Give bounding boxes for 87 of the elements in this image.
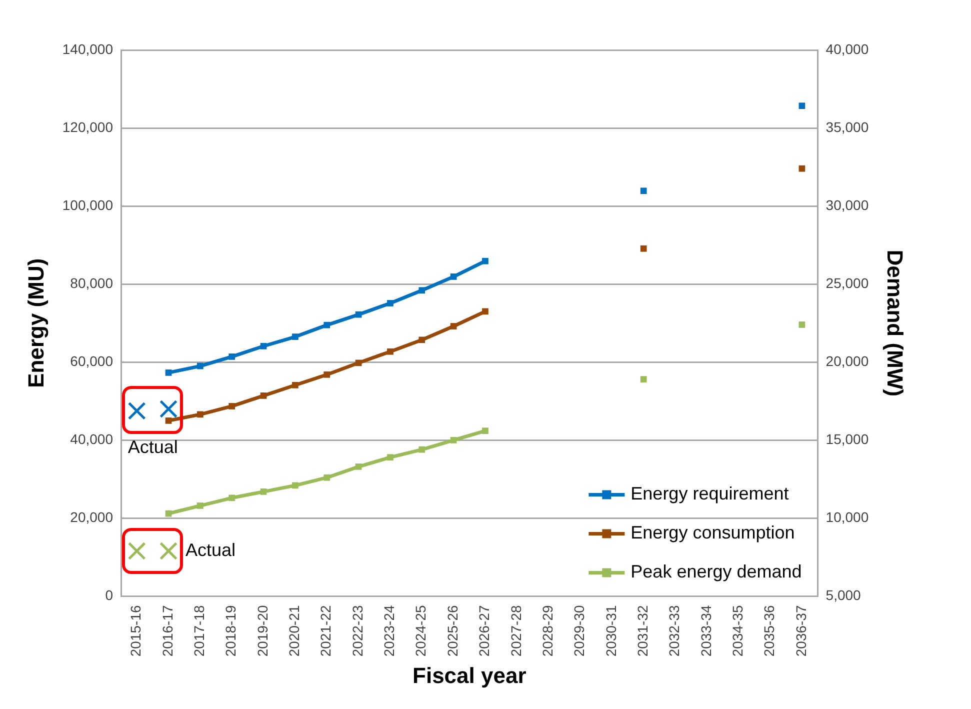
point — [260, 488, 267, 495]
point — [418, 446, 426, 453]
y-tick-label: 120,000 — [62, 118, 114, 135]
point — [387, 300, 394, 306]
x-tick-label: 2026-27 — [476, 605, 492, 657]
point — [197, 411, 204, 418]
legend-label: Energy requirement — [630, 484, 789, 504]
point — [798, 165, 806, 172]
point — [197, 502, 204, 509]
x-tick-label: 2025-26 — [444, 605, 460, 657]
point — [165, 369, 172, 376]
point — [640, 245, 647, 252]
point — [228, 403, 236, 410]
x-tick-label: 2027-28 — [508, 605, 524, 657]
y2-tick-label: 25,000 — [826, 274, 869, 291]
annotation: Actual — [128, 436, 178, 457]
point — [640, 376, 647, 382]
point — [418, 287, 426, 294]
x-axis-title: Fiscal year — [412, 662, 527, 688]
point — [292, 334, 298, 340]
x-tick-label: 2019-20 — [254, 605, 270, 657]
x-tick-label: 2023-24 — [381, 605, 398, 657]
y-tick-label: 100,000 — [62, 196, 114, 213]
y2-tick-label: 30,000 — [826, 196, 869, 213]
x-tick-label: 2024-25 — [412, 605, 429, 657]
x-tick-label: 2032-33 — [666, 605, 682, 657]
point — [450, 436, 457, 444]
x-tick-label: 2028-29 — [539, 605, 556, 657]
point — [228, 353, 236, 360]
y2-tick-label: 10,000 — [826, 509, 869, 526]
y2-tick-label: 5,000 — [826, 587, 862, 604]
point — [159, 400, 178, 418]
x-tick-label: 2022-23 — [349, 605, 366, 657]
annotation: Actual — [186, 540, 236, 560]
point — [387, 348, 394, 355]
point — [128, 402, 146, 420]
y-tick-label: 140,000 — [62, 40, 114, 57]
point — [640, 188, 647, 194]
x-tick-label: 2020-21 — [286, 605, 302, 657]
y-tick-label: 40,000 — [70, 431, 114, 448]
point — [197, 362, 204, 370]
point — [482, 308, 488, 315]
x-tick-label: 2021-22 — [318, 605, 334, 657]
point — [128, 542, 146, 560]
x-tick-label: 2036-37 — [792, 605, 809, 657]
x-tick-label: 2030-31 — [602, 605, 619, 657]
point — [260, 342, 267, 350]
y2-tick-label: 20,000 — [826, 352, 869, 369]
y-tick-label: 0 — [105, 587, 114, 604]
point — [324, 371, 330, 378]
y2-tick-label: 40,000 — [826, 40, 869, 57]
x-tick-label: 2029-30 — [571, 605, 588, 657]
point — [450, 323, 457, 330]
x-tick-label: 2015-16 — [128, 605, 144, 657]
point — [450, 274, 457, 280]
point — [324, 322, 330, 328]
x-tick-label: 2017-18 — [191, 605, 208, 657]
legend-label: Peak energy demand — [630, 562, 802, 582]
y2-axis-title: Demand (MW) — [882, 250, 908, 396]
y-tick-label: 60,000 — [70, 352, 114, 369]
point — [798, 102, 806, 109]
point — [798, 321, 806, 328]
point — [355, 360, 362, 366]
point — [355, 464, 362, 470]
point — [159, 542, 178, 560]
point — [324, 474, 330, 481]
point — [418, 336, 426, 344]
point — [260, 392, 267, 399]
x-tick-label: 2016-17 — [159, 605, 176, 657]
point — [228, 494, 236, 502]
legend-label: Energy consumption — [630, 522, 795, 543]
y-axis-title: Energy (MU) — [23, 258, 48, 388]
y2-tick-label: 15,000 — [826, 431, 869, 448]
x-tick-label: 2018-19 — [222, 605, 239, 657]
y-tick-label: 80,000 — [70, 274, 114, 291]
point — [292, 382, 298, 388]
point — [482, 258, 488, 264]
x-tick-label: 2031-32 — [634, 605, 650, 657]
point — [165, 417, 172, 424]
y2-tick-label: 35,000 — [826, 118, 869, 135]
x-tick-label: 2035-36 — [761, 605, 778, 657]
point — [292, 482, 298, 489]
point — [387, 454, 394, 461]
point — [482, 428, 488, 434]
x-tick-label: 2034-35 — [729, 605, 746, 657]
y-tick-label: 20,000 — [70, 509, 114, 526]
x-tick-label: 2033-34 — [698, 605, 714, 657]
